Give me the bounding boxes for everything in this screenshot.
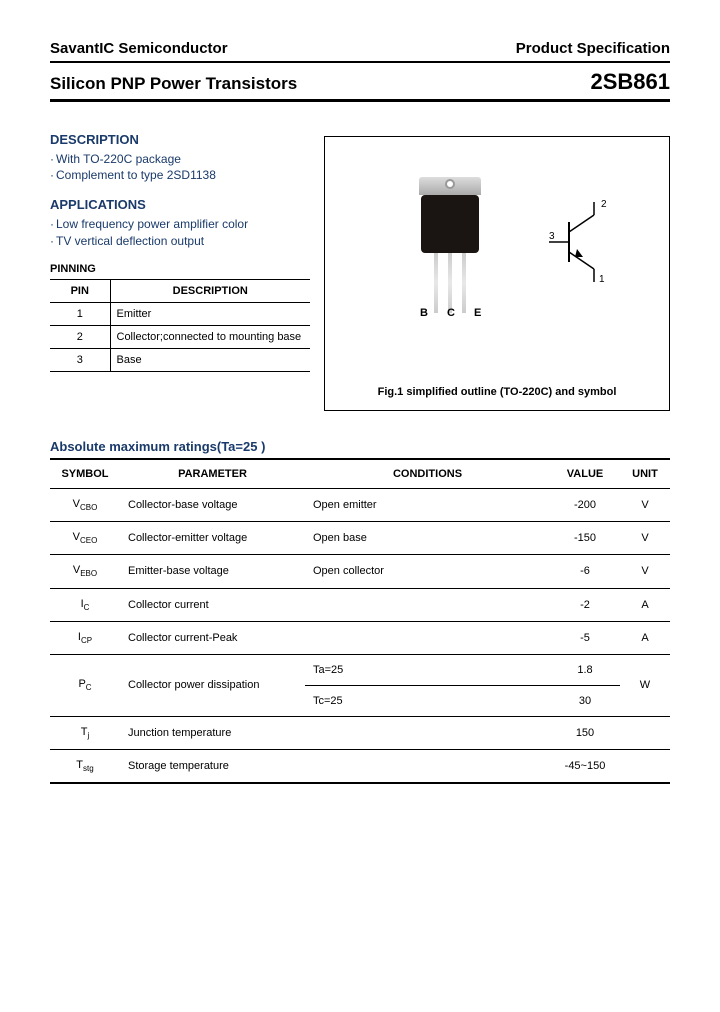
description-heading: DESCRIPTION [50,132,310,147]
ratings-value: -45~150 [550,750,620,784]
ratings-symbol: VCBO [50,489,120,522]
desc-item: Complement to type 2SD1138 [50,167,310,183]
ratings-header: SYMBOL [50,459,120,489]
pin-header: PIN [50,279,110,302]
ratings-unit [620,750,670,784]
pin-letters: B C E [420,307,489,319]
ratings-value: -150 [550,522,620,555]
desc-item: With TO-220C package [50,151,310,167]
ratings-unit: A [620,588,670,621]
ratings-param: Collector-emitter voltage [120,522,305,555]
ratings-symbol: VEBO [50,555,120,588]
pinning-table: PIN DESCRIPTION 1Emitter2Collector;conne… [50,279,310,372]
ratings-unit: V [620,489,670,522]
pin-desc: Emitter [110,302,310,325]
ratings-param: Collector-base voltage [120,489,305,522]
app-item: TV vertical deflection output [50,233,310,249]
title-row: Silicon PNP Power Transistors 2SB861 [50,69,670,95]
table-row: PC Collector power dissipation Ta=25 1.8… [50,654,670,685]
applications-text: Low frequency power amplifier color TV v… [50,216,310,248]
table-row: ICP Collector current-Peak -5 A [50,621,670,654]
ratings-cond: Open emitter [305,489,550,522]
ratings-unit: V [620,522,670,555]
pin-num: 3 [50,348,110,371]
ratings-value: 150 [550,716,620,749]
ratings-param: Storage temperature [120,750,305,784]
description-text: With TO-220C package Complement to type … [50,151,310,183]
company-name: SavantIC Semiconductor [50,40,228,57]
pin-desc: Collector;connected to mounting base [110,325,310,348]
sym-emitter-label: 1 [599,274,605,285]
ratings-param: Collector power dissipation [120,654,305,716]
ratings-value: -5 [550,621,620,654]
table-row: 2Collector;connected to mounting base [50,325,310,348]
ratings-symbol: Tstg [50,750,120,784]
ratings-unit: A [620,621,670,654]
ratings-unit: V [620,555,670,588]
ratings-cond [305,588,550,621]
package-drawing [415,177,485,313]
ratings-header: PARAMETER [120,459,305,489]
table-row: Tj Junction temperature 150 [50,716,670,749]
ratings-header: UNIT [620,459,670,489]
ratings-unit: W [620,654,670,716]
ratings-cond: Tc=25 [305,685,550,716]
ratings-symbol: ICP [50,621,120,654]
ratings-cond: Ta=25 [305,654,550,685]
ratings-value: -2 [550,588,620,621]
ratings-table: SYMBOL PARAMETER CONDITIONS VALUE UNIT V… [50,458,670,784]
table-row: IC Collector current -2 A [50,588,670,621]
part-number: 2SB861 [590,69,670,95]
ratings-param: Junction temperature [120,716,305,749]
subtitle: Silicon PNP Power Transistors [50,74,297,94]
ratings-symbol: IC [50,588,120,621]
ratings-symbol: Tj [50,716,120,749]
ratings-param: Collector current [120,588,305,621]
ratings-cond: Open base [305,522,550,555]
pin-desc: Base [110,348,310,371]
ratings-header: CONDITIONS [305,459,550,489]
ratings-cond [305,716,550,749]
divider-thin [50,61,670,63]
ratings-param: Emitter-base voltage [120,555,305,588]
ratings-value: 30 [550,685,620,716]
sym-collector-label: 2 [601,199,607,210]
ratings-cond: Open collector [305,555,550,588]
ratings-symbol: PC [50,654,120,716]
ratings-cond [305,750,550,784]
table-row: 3Base [50,348,310,371]
table-row: 1Emitter [50,302,310,325]
table-row: VEBO Emitter-base voltage Open collector… [50,555,670,588]
ratings-value: -200 [550,489,620,522]
pin-num: 2 [50,325,110,348]
ratings-title: Absolute maximum ratings(Ta=25 ) [50,439,670,454]
figure-box: B C E 2 3 1 Fig.1 simpl [324,136,670,411]
table-row: VCEO Collector-emitter voltage Open base… [50,522,670,555]
ratings-cond [305,621,550,654]
pin-num: 1 [50,302,110,325]
ratings-unit [620,716,670,749]
ratings-header: VALUE [550,459,620,489]
figure-caption: Fig.1 simplified outline (TO-220C) and s… [325,386,669,398]
header-row: SavantIC Semiconductor Product Specifica… [50,40,670,57]
table-row: VCBO Collector-base voltage Open emitter… [50,489,670,522]
table-row: Tstg Storage temperature -45~150 [50,750,670,784]
ratings-param: Collector current-Peak [120,621,305,654]
ratings-symbol: VCEO [50,522,120,555]
applications-heading: APPLICATIONS [50,197,310,212]
ratings-value: 1.8 [550,654,620,685]
pin-header: DESCRIPTION [110,279,310,302]
doc-type: Product Specification [516,40,670,57]
pinning-label: PINNING [50,263,310,275]
transistor-symbol: 2 3 1 [549,197,629,292]
ratings-value: -6 [550,555,620,588]
divider-thick [50,99,670,102]
app-item: Low frequency power amplifier color [50,216,310,232]
sym-base-label: 3 [549,231,555,242]
